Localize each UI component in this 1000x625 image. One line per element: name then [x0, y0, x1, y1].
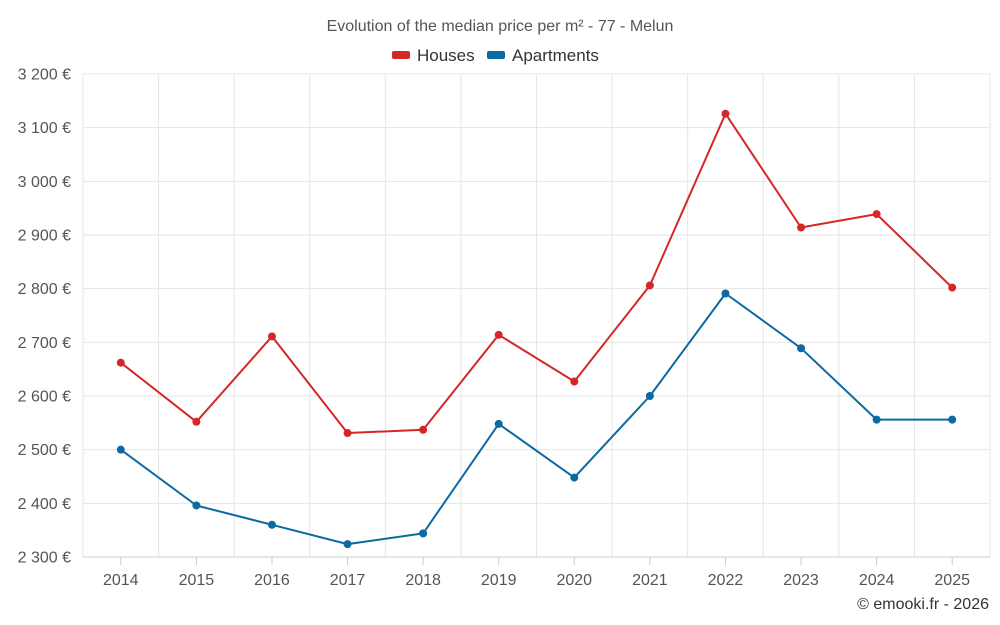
- data-point-houses[interactable]: [192, 417, 201, 426]
- y-tick-label: 2 800 €: [18, 281, 71, 298]
- x-tick-label: 2018: [405, 572, 441, 589]
- y-tick-label: 2 600 €: [18, 389, 71, 406]
- data-point-houses[interactable]: [570, 377, 579, 386]
- data-point-apartments[interactable]: [192, 501, 201, 510]
- x-tick-label: 2017: [330, 572, 366, 589]
- x-tick-label: 2025: [934, 572, 970, 589]
- data-point-houses[interactable]: [872, 210, 881, 219]
- data-point-apartments[interactable]: [721, 289, 730, 298]
- y-tick-label: 2 300 €: [18, 550, 71, 567]
- data-point-apartments[interactable]: [570, 473, 579, 482]
- data-point-houses[interactable]: [645, 281, 654, 290]
- legend: Houses Apartments: [392, 46, 599, 65]
- y-tick-label: 3 200 €: [18, 67, 71, 84]
- y-tick-label: 3 000 €: [18, 174, 71, 191]
- x-tick-label: 2024: [859, 572, 895, 589]
- legend-label-apartments: Apartments: [512, 46, 599, 65]
- series-layer: [116, 109, 957, 549]
- legend-swatch-apartments: [487, 51, 505, 59]
- data-point-apartments[interactable]: [645, 392, 654, 400]
- legend-item-houses[interactable]: Houses: [392, 46, 475, 65]
- data-point-houses[interactable]: [948, 283, 957, 292]
- y-tick-label: 2 500 €: [18, 442, 71, 459]
- data-point-houses[interactable]: [116, 358, 125, 367]
- series-line-apartments: [120, 292, 953, 546]
- data-point-apartments[interactable]: [872, 415, 881, 424]
- x-tick-label: 2014: [103, 572, 139, 589]
- data-point-apartments[interactable]: [419, 529, 428, 538]
- data-point-apartments[interactable]: [948, 415, 957, 424]
- data-point-houses[interactable]: [797, 223, 806, 232]
- x-tick-label: 2023: [783, 572, 819, 589]
- data-point-houses[interactable]: [267, 332, 276, 341]
- grid: [82, 73, 991, 557]
- data-point-apartments[interactable]: [343, 540, 352, 549]
- data-point-apartments[interactable]: [797, 344, 806, 353]
- x-axis: 2014 2015 2016 2017 2018 2019 2020 2021 2022 2023…: [83, 556, 990, 589]
- legend-label-houses: Houses: [417, 46, 475, 65]
- data-point-houses[interactable]: [419, 425, 428, 434]
- credit-text: © emooki.fr - 2026: [857, 596, 989, 613]
- x-tick-label: 2015: [179, 572, 215, 589]
- x-tick-label: 2021: [632, 572, 668, 589]
- y-tick-label: 2 400 €: [18, 496, 71, 513]
- y-tick-label: 2 700 €: [18, 335, 71, 352]
- data-point-houses[interactable]: [494, 330, 503, 339]
- chart-title: Evolution of the median price per m² - 7…: [327, 18, 674, 35]
- data-point-houses[interactable]: [343, 429, 352, 438]
- x-tick-label: 2020: [556, 572, 592, 589]
- x-tick-label: 2022: [708, 572, 744, 589]
- x-tick-label: 2016: [254, 572, 290, 589]
- y-tick-label: 2 900 €: [18, 228, 71, 245]
- data-point-apartments[interactable]: [267, 520, 276, 529]
- x-tick-label: 2019: [481, 572, 517, 589]
- series-line-houses: [120, 112, 953, 434]
- data-point-apartments[interactable]: [494, 419, 503, 428]
- legend-swatch-houses: [392, 51, 410, 59]
- legend-item-apartments[interactable]: Apartments: [487, 46, 599, 65]
- data-point-apartments[interactable]: [116, 445, 125, 454]
- data-point-houses[interactable]: [721, 109, 730, 118]
- y-tick-label: 3 100 €: [18, 120, 71, 137]
- y-axis: 2 300 € 2 400 € 2 500 € 2 600 € 2 700 € 2 800…: [18, 67, 71, 567]
- series-houses: [116, 109, 957, 438]
- series-apartments: [116, 289, 957, 549]
